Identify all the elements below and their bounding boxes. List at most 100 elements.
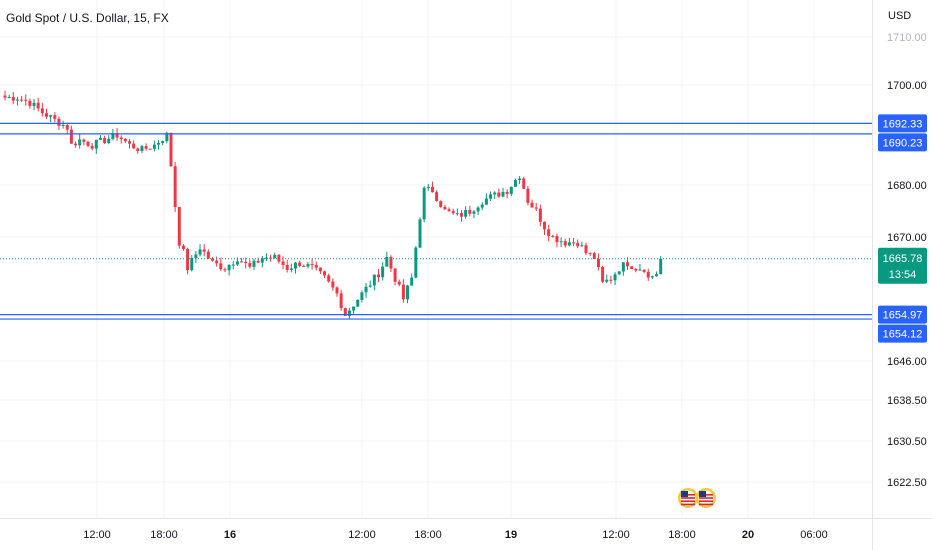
candle xyxy=(372,274,376,291)
candle xyxy=(331,278,335,291)
candle xyxy=(90,143,94,151)
candle xyxy=(646,268,650,281)
price-tick-label: 1710.00 xyxy=(887,32,927,44)
candle xyxy=(15,96,19,106)
candle xyxy=(439,200,443,208)
price-axis[interactable]: 1710.00 1700.00 1680.00 1670.00 1646.00 1638.… xyxy=(887,32,927,489)
candle xyxy=(509,186,513,197)
candle xyxy=(596,253,600,271)
candle xyxy=(567,237,571,247)
candle xyxy=(240,258,244,263)
candle xyxy=(173,162,177,212)
candle xyxy=(605,274,609,284)
time-tick-label: 20 xyxy=(742,529,754,541)
price-tick-label: 1646.00 xyxy=(887,356,927,368)
candle xyxy=(443,205,447,210)
currency-label: USD xyxy=(888,10,912,22)
candle xyxy=(584,242,588,256)
horizontal-line-price-tag[interactable]: 1654.97 xyxy=(878,305,927,324)
horizontal-lines[interactable]: 1692.33 1690.23 1654.97 1654.12 1665.78 13:54 xyxy=(0,114,927,343)
candle xyxy=(356,299,360,308)
time-tick-label: 06:00 xyxy=(800,529,828,541)
time-tick-label: 19 xyxy=(505,529,517,541)
candle xyxy=(397,279,401,287)
candle xyxy=(128,138,131,149)
candle xyxy=(414,246,418,279)
candle xyxy=(298,260,302,268)
candle xyxy=(32,98,36,111)
candle xyxy=(215,256,219,267)
candle xyxy=(497,188,501,198)
candle xyxy=(45,108,48,120)
candle xyxy=(543,221,546,235)
us-event-flag-icon[interactable] xyxy=(678,488,698,508)
current-price-tag[interactable]: 1665.78 13:54 xyxy=(878,247,927,284)
candle xyxy=(264,253,268,262)
candle xyxy=(352,306,356,315)
candle xyxy=(20,95,24,103)
candle xyxy=(650,275,654,279)
candle xyxy=(86,140,90,148)
candle xyxy=(377,268,380,283)
candle xyxy=(592,251,596,260)
candle xyxy=(572,237,576,247)
candle xyxy=(123,137,127,144)
price-tick-label: 1700.00 xyxy=(887,80,927,92)
us-event-flag-icon[interactable] xyxy=(696,488,716,508)
candle xyxy=(406,284,410,304)
candle xyxy=(53,112,57,123)
candle xyxy=(464,206,468,219)
candle xyxy=(327,273,331,283)
candle xyxy=(559,237,563,248)
candle xyxy=(294,262,297,274)
candle xyxy=(318,267,322,274)
candle xyxy=(642,269,646,274)
candle xyxy=(252,258,256,270)
candle xyxy=(3,90,7,101)
candle xyxy=(198,244,202,257)
candle xyxy=(61,120,65,129)
candle xyxy=(538,204,542,227)
candle xyxy=(435,190,439,202)
time-tick-label: 12:00 xyxy=(348,529,376,541)
price-tick-label: 1670.00 xyxy=(887,232,927,244)
candle xyxy=(501,187,505,198)
candle xyxy=(74,141,78,148)
candle xyxy=(621,262,625,276)
candle xyxy=(65,122,69,135)
svg-text:1654.12: 1654.12 xyxy=(883,329,923,341)
economic-events[interactable] xyxy=(678,488,716,508)
candle xyxy=(601,265,605,284)
candle xyxy=(40,103,44,117)
candle xyxy=(551,234,555,238)
candle xyxy=(11,92,15,105)
candle xyxy=(630,266,634,270)
horizontal-line-price-tag[interactable]: 1692.33 xyxy=(878,114,927,133)
horizontal-line-price-tag[interactable]: 1654.12 xyxy=(878,324,927,343)
candle xyxy=(655,271,659,277)
candle xyxy=(119,135,123,144)
candle xyxy=(281,256,285,270)
candle xyxy=(426,183,430,191)
candle xyxy=(186,247,190,275)
horizontal-line-price-tag[interactable]: 1690.23 xyxy=(878,133,927,152)
candle xyxy=(194,250,198,263)
candle xyxy=(277,254,281,264)
candle xyxy=(289,263,293,273)
bar-countdown: 13:54 xyxy=(889,269,917,281)
candle xyxy=(152,140,156,152)
candle xyxy=(626,257,629,271)
candle xyxy=(393,268,397,286)
candle xyxy=(389,255,393,272)
candle xyxy=(302,264,306,267)
time-axis[interactable]: 12:00 18:00 16 12:00 18:00 19 12:00 18:00 20 06:0… xyxy=(83,529,828,541)
candle xyxy=(310,258,314,270)
candle xyxy=(422,186,426,223)
candle xyxy=(580,241,584,247)
svg-text:1692.33: 1692.33 xyxy=(883,118,923,130)
candle xyxy=(190,255,194,272)
candle xyxy=(418,217,422,248)
candle xyxy=(547,224,551,242)
candle xyxy=(368,280,372,288)
